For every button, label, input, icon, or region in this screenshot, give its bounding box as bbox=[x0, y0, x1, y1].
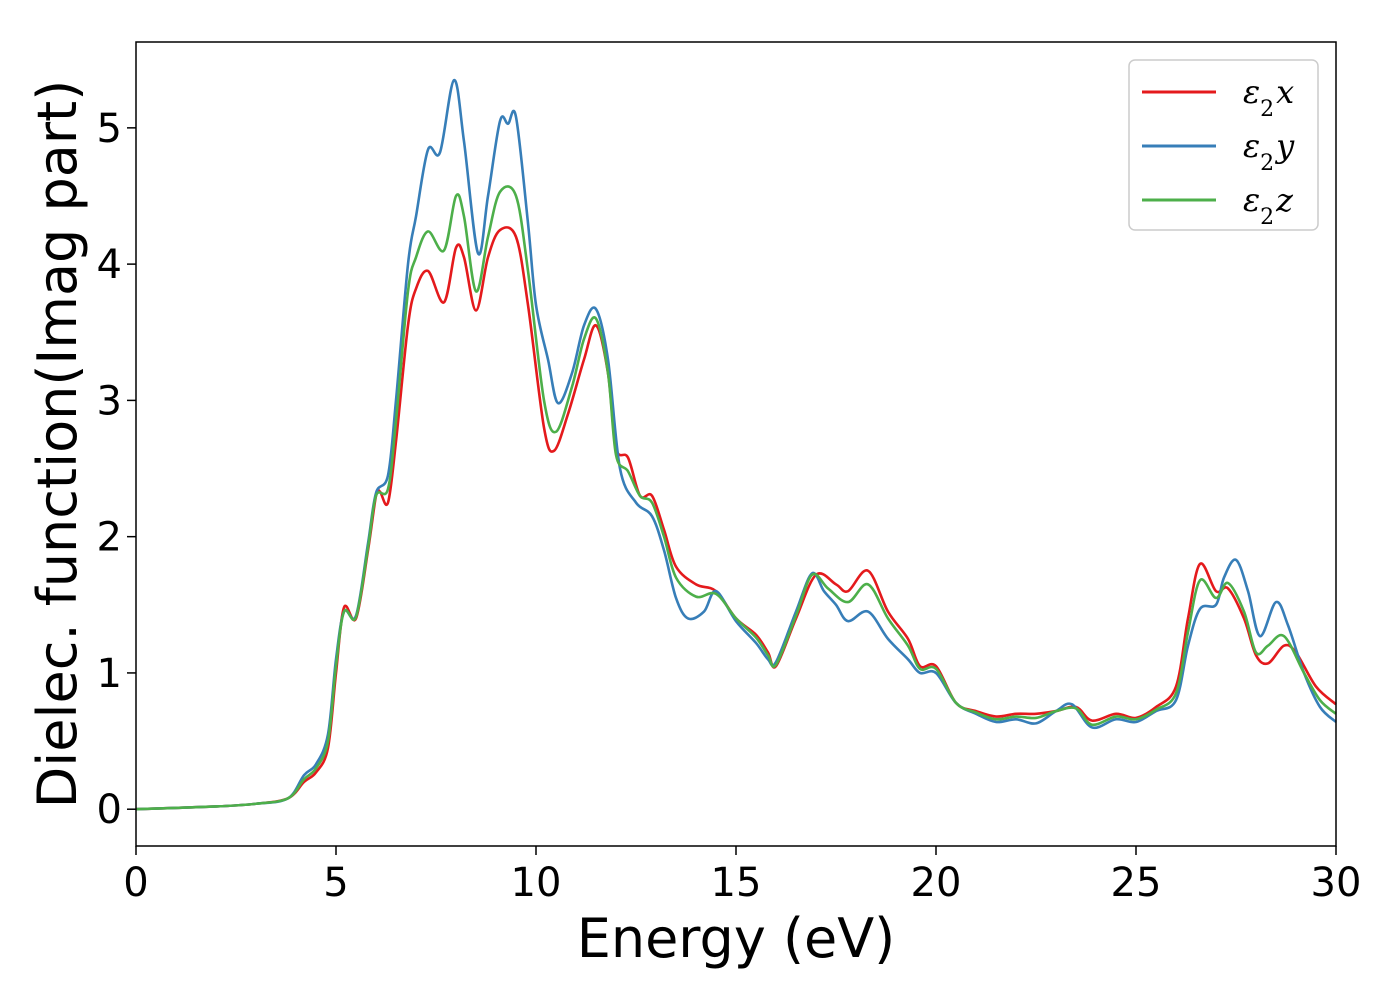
legend-label-z: ε2z bbox=[1243, 181, 1294, 230]
x-axis-ticks: 0 5 10 15 20 25 30 bbox=[123, 846, 1361, 906]
y-tick-label: 0 bbox=[97, 787, 122, 833]
y-tick-label: 3 bbox=[97, 378, 122, 424]
x-tick-label: 20 bbox=[911, 860, 962, 906]
x-tick-label: 25 bbox=[1111, 860, 1162, 906]
y-axis-ticks: 0 1 2 3 4 5 bbox=[97, 106, 136, 833]
x-tick-label: 0 bbox=[123, 860, 148, 906]
x-tick-label: 10 bbox=[511, 860, 562, 906]
x-tick-label: 15 bbox=[711, 860, 762, 906]
series-line-z bbox=[135, 185, 1337, 811]
legend-label-y: ε2y bbox=[1243, 127, 1295, 176]
y-tick-label: 2 bbox=[97, 515, 122, 561]
series-line-y bbox=[135, 78, 1337, 811]
series-line-x bbox=[135, 226, 1337, 811]
y-tick-label: 5 bbox=[97, 106, 122, 152]
x-tick-label: 5 bbox=[323, 860, 348, 906]
series-layer bbox=[135, 78, 1337, 811]
legend: ε2x ε2y ε2z bbox=[1128, 59, 1319, 231]
legend-box bbox=[1128, 59, 1319, 231]
x-axis-label: Energy (eV) bbox=[577, 907, 896, 970]
legend-label-x: ε2x bbox=[1243, 73, 1294, 122]
y-tick-label: 4 bbox=[97, 242, 122, 288]
y-tick-label: 1 bbox=[97, 651, 122, 697]
y-axis-label: Dielec. function(Imag part) bbox=[26, 80, 89, 809]
x-tick-label: 30 bbox=[1311, 860, 1362, 906]
